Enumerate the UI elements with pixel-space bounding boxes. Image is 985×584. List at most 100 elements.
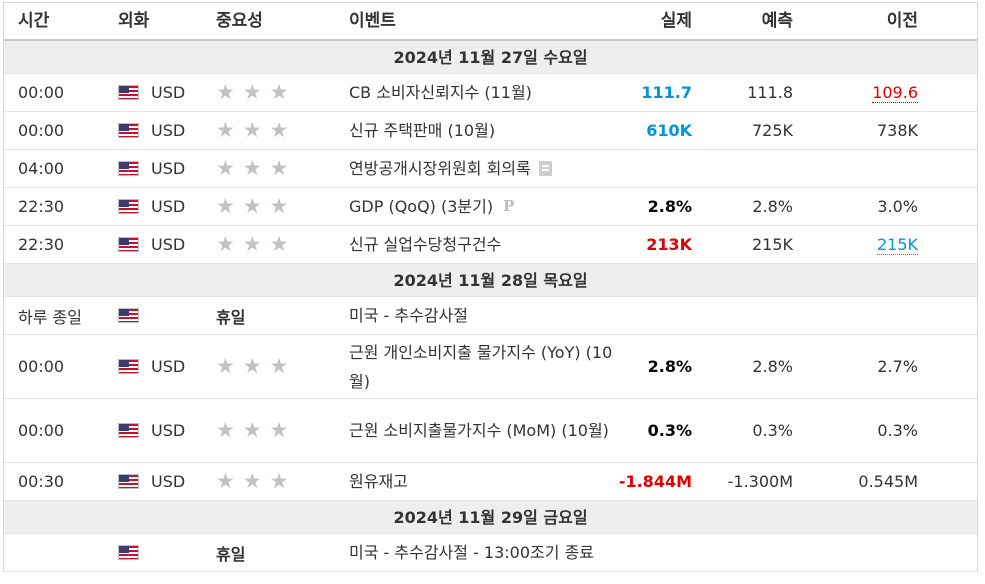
star-icon: ★ bbox=[242, 118, 262, 142]
day-header: 2024년 11월 27일 수요일 bbox=[4, 41, 977, 74]
event-row[interactable]: 00:00 USD ★ ★ ★ 신규 주택판매 (10월) 610K 725K 73… bbox=[4, 112, 977, 150]
event-name: 미국 - 추수감사절 bbox=[349, 306, 468, 325]
importance-stars: ★ ★ ★ bbox=[216, 226, 296, 263]
forecast-value: 215K bbox=[751, 235, 793, 254]
event-time: 00:00 bbox=[18, 421, 65, 440]
us-flag-icon bbox=[118, 423, 139, 438]
event-row[interactable]: 04:00 USD ★ ★ ★ 연방공개시장위원회 회의록 bbox=[4, 150, 977, 188]
previous-value: 0.3% bbox=[877, 421, 918, 440]
day-header: 2024년 11월 29일 금요일 bbox=[4, 501, 977, 534]
currency-code: USD bbox=[151, 472, 186, 491]
preliminary-icon: P bbox=[503, 197, 515, 215]
header-previous[interactable]: 이전 bbox=[886, 11, 918, 31]
event-name-text[interactable]: 연방공개시장위원회 회의록 bbox=[349, 159, 531, 178]
star-icon: ★ bbox=[242, 194, 262, 218]
star-icon: ★ bbox=[242, 418, 262, 442]
event-row[interactable]: 00:30 USD ★ ★ ★ 원유재고 -1.844M -1.300M 0.545… bbox=[4, 463, 977, 501]
event-name[interactable]: 근원 개인소비지출 물가지수 (YoY) (10월) bbox=[349, 335, 614, 398]
previous-value: 0.545M bbox=[858, 472, 918, 491]
event-name-text[interactable]: 신규 실업수당청구건수 bbox=[349, 235, 502, 254]
us-flag-icon bbox=[118, 308, 139, 323]
us-flag-icon bbox=[118, 199, 139, 214]
event-name[interactable]: 근원 소비지출물가지수 (MoM) (10월) bbox=[349, 399, 614, 462]
forecast-value: 2.8% bbox=[752, 197, 793, 216]
event-time: 00:00 bbox=[18, 357, 65, 376]
us-flag-icon bbox=[118, 161, 139, 176]
star-icon: ★ bbox=[216, 469, 235, 493]
event-name-text[interactable]: 원유재고 bbox=[349, 472, 408, 491]
event-name[interactable]: CB 소비자신뢰지수 (11월) bbox=[349, 74, 614, 111]
header-importance[interactable]: 중요성 bbox=[216, 11, 263, 31]
us-flag-icon bbox=[118, 85, 139, 100]
event-name-text[interactable]: GDP (QoQ) (3분기) bbox=[349, 197, 494, 216]
economic-calendar-table: 시간 외화 중요성 이벤트 실제 예측 이전 2024년 11월 27일 수요일… bbox=[3, 2, 978, 572]
event-time: 00:30 bbox=[18, 472, 65, 491]
event-row[interactable]: 00:00 USD ★ ★ ★ 근원 소비지출물가지수 (MoM) (10월) 0.… bbox=[4, 399, 977, 463]
event-name[interactable]: GDP (QoQ) (3분기) P bbox=[349, 188, 614, 225]
event-name[interactable]: 연방공개시장위원회 회의록 bbox=[349, 150, 614, 187]
previous-value: 3.0% bbox=[877, 197, 918, 216]
event-name[interactable]: 원유재고 bbox=[349, 463, 614, 500]
event-name-text[interactable]: 근원 소비지출물가지수 (MoM) (10월) bbox=[349, 421, 609, 440]
actual-value: 0.3% bbox=[647, 421, 692, 440]
importance-stars: ★ ★ ★ bbox=[216, 74, 296, 111]
star-icon: ★ bbox=[216, 354, 235, 378]
event-row[interactable]: 22:30 USD ★ ★ ★ GDP (QoQ) (3분기) P 2.8% 2.8%… bbox=[4, 188, 977, 226]
day-header: 2024년 11월 28일 목요일 bbox=[4, 264, 977, 297]
importance-stars: ★ ★ ★ bbox=[216, 150, 296, 187]
event-name-text[interactable]: 근원 개인소비지출 물가지수 (YoY) (10월) bbox=[349, 342, 613, 391]
currency-code: USD bbox=[151, 235, 186, 254]
us-flag-icon bbox=[118, 123, 139, 138]
star-icon: ★ bbox=[269, 118, 289, 142]
currency: USD bbox=[118, 226, 185, 263]
importance-stars: ★ ★ ★ bbox=[216, 112, 296, 149]
previous-value: 109.6 bbox=[872, 74, 918, 111]
event-name[interactable]: 신규 실업수당청구건수 bbox=[349, 226, 614, 263]
star-icon: ★ bbox=[242, 80, 262, 104]
star-icon: ★ bbox=[269, 354, 289, 378]
holiday-row: 휴일 미국 - 추수감사절 - 13:00조기 종료 bbox=[4, 534, 977, 572]
event-time: 22:30 bbox=[18, 197, 65, 216]
star-icon: ★ bbox=[269, 232, 289, 256]
us-flag-icon bbox=[118, 359, 139, 374]
event-time: 22:30 bbox=[18, 235, 65, 254]
event-name-text[interactable]: CB 소비자신뢰지수 (11월) bbox=[349, 83, 532, 102]
event-time: 하루 종일 bbox=[18, 307, 82, 327]
currency-code: USD bbox=[151, 83, 186, 102]
star-icon: ★ bbox=[216, 80, 235, 104]
header-currency[interactable]: 외화 bbox=[118, 11, 150, 31]
star-icon: ★ bbox=[269, 469, 289, 493]
event-row[interactable]: 00:00 USD ★ ★ ★ CB 소비자신뢰지수 (11월) 111.7 111… bbox=[4, 74, 977, 112]
previous-value-revised[interactable]: 215K bbox=[876, 234, 918, 255]
holiday-row: 하루 종일 휴일 미국 - 추수감사절 bbox=[4, 297, 977, 335]
event-row[interactable]: 00:00 USD ★ ★ ★ 근원 개인소비지출 물가지수 (YoY) (10월)… bbox=[4, 335, 977, 399]
header-actual[interactable]: 실제 bbox=[660, 11, 692, 31]
forecast-value: -1.300M bbox=[727, 472, 793, 491]
currency: USD bbox=[118, 150, 185, 187]
currency bbox=[118, 297, 151, 334]
currency bbox=[118, 534, 151, 571]
event-time: 00:00 bbox=[18, 83, 65, 102]
event-row[interactable]: 22:30 USD ★ ★ ★ 신규 실업수당청구건수 213K 215K 215K bbox=[4, 226, 977, 264]
event-time: 04:00 bbox=[18, 159, 65, 178]
star-icon: ★ bbox=[216, 194, 235, 218]
currency: USD bbox=[118, 335, 185, 398]
us-flag-icon bbox=[118, 545, 139, 560]
currency: USD bbox=[118, 399, 185, 462]
header-event[interactable]: 이벤트 bbox=[349, 11, 396, 31]
currency-code: USD bbox=[151, 421, 186, 440]
event-name-text[interactable]: 신규 주택판매 (10월) bbox=[349, 121, 496, 140]
header-forecast[interactable]: 예측 bbox=[761, 11, 793, 31]
header-time[interactable]: 시간 bbox=[18, 11, 50, 31]
us-flag-icon bbox=[118, 237, 139, 252]
actual-value: -1.844M bbox=[618, 472, 692, 491]
previous-value-revised[interactable]: 109.6 bbox=[872, 82, 918, 103]
star-icon: ★ bbox=[242, 232, 262, 256]
currency-code: USD bbox=[151, 357, 186, 376]
event-name[interactable]: 신규 주택판매 (10월) bbox=[349, 112, 614, 149]
event-time: 00:00 bbox=[18, 121, 65, 140]
document-icon[interactable] bbox=[538, 161, 552, 176]
actual-value: 610K bbox=[646, 121, 692, 140]
star-icon: ★ bbox=[216, 232, 235, 256]
forecast-value: 0.3% bbox=[752, 421, 793, 440]
